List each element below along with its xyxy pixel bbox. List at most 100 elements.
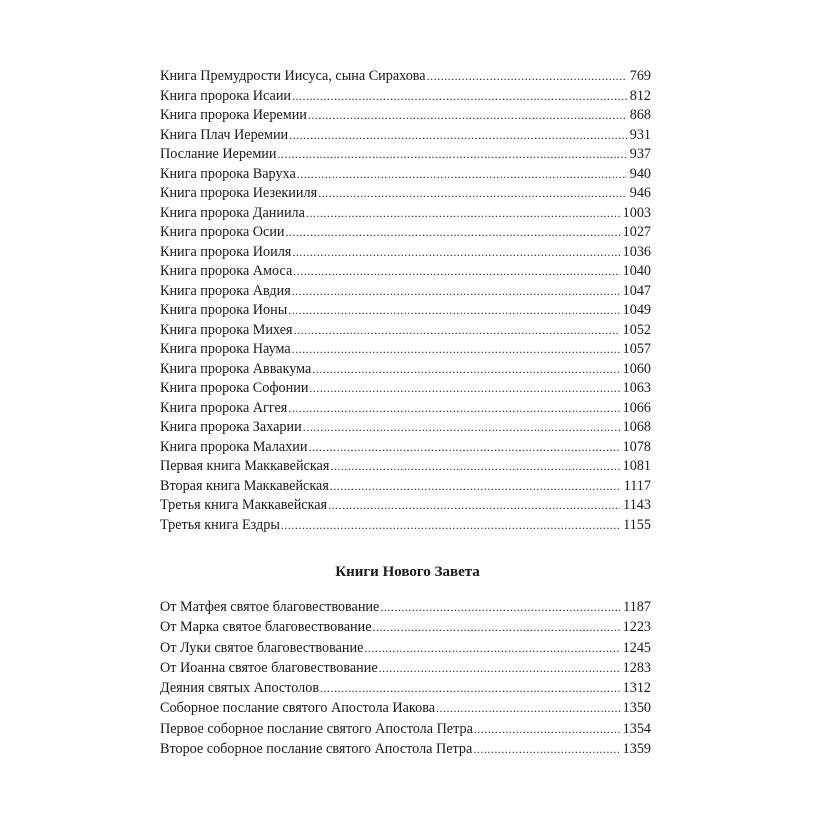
dot-leader [474, 722, 620, 737]
dot-leader [286, 225, 620, 240]
dot-leader [288, 401, 619, 416]
toc-entry: Книга пророка Исаии 812 [160, 88, 651, 108]
toc-entry-title: Книга пророка Иезекииля [160, 185, 318, 201]
toc-entry-page: 1060 [622, 360, 651, 377]
toc-entry-title: Книга Плач Иеремии [160, 126, 289, 143]
toc-entry-title: Первое соборное послание святого Апостол… [160, 720, 473, 737]
toc-entry: Второе соборное послание святого Апостол… [160, 741, 651, 761]
toc-entry: Вторая книга Маккавейская 1117 [160, 478, 651, 498]
toc-entry: Книга пророка Даниила 1003 [160, 205, 651, 225]
toc-entry: Послание Иеремии 937 [160, 146, 651, 166]
toc-entry-page: 946 [629, 185, 651, 201]
dot-leader [380, 600, 620, 615]
toc-entry: Третья книга Маккавейская 1143 [160, 497, 651, 517]
toc-entry-page: 1081 [622, 458, 651, 474]
dot-leader [309, 381, 619, 396]
toc-entry-page: 1003 [622, 204, 651, 221]
toc-entry: Книга пророка Софонии 1063 [160, 380, 651, 400]
toc-entry: Книга пророка Захарии 1068 [160, 419, 651, 439]
toc-entry-page: 937 [629, 146, 651, 162]
toc-entry: Деяния святых Апостолов 1312 [160, 680, 651, 700]
toc-entry: Книга пророка Авдия 1047 [160, 283, 651, 303]
toc-entry: Книга пророка Михея 1052 [160, 322, 651, 342]
toc-entry-title: Третья книга Ездры [160, 516, 280, 533]
toc-entry-title: Книга пророка Амоса [160, 263, 293, 279]
toc-entry-page: 1047 [622, 282, 651, 299]
toc-entry-title: Книга пророка Захарии [160, 419, 302, 435]
toc-entry-title: Книга пророка Авдия [160, 282, 291, 299]
toc-entry-title: Книга пророка Осии [160, 224, 285, 240]
toc-entry: Третья книга Ездры 1155 [160, 517, 651, 537]
dot-leader [318, 186, 627, 201]
dot-leader [328, 498, 620, 513]
dot-leader [379, 661, 620, 676]
toc-entry-page: 940 [629, 165, 651, 182]
toc-entry-page: 1117 [623, 477, 651, 494]
dot-leader [278, 147, 627, 162]
toc-entry-title: Книга пророка Исаии [160, 87, 291, 104]
toc-entry-title: Деяния святых Апостолов [160, 680, 320, 697]
toc-entry-title: Вторая книга Маккавейская [160, 477, 329, 494]
toc-entry-title: Книга пророка Аввакума [160, 360, 312, 377]
dot-leader [436, 701, 620, 716]
toc-entry-title: Книга пророка Наума [160, 341, 291, 357]
toc-entry-page: 868 [629, 107, 651, 123]
toc-entry: Книга пророка Аггея 1066 [160, 400, 651, 420]
toc-entry-page: 1036 [622, 243, 651, 260]
toc-entry-title: Первая книга Маккавейская [160, 458, 330, 474]
toc-entry-title: Книга пророка Иеремии [160, 107, 307, 123]
toc-entry-title: Соборное послание святого Апостола Иаков… [160, 700, 435, 717]
toc-entry-title: Книга пророка Софонии [160, 380, 309, 396]
toc-entry: Книга пророка Малахии 1078 [160, 439, 651, 459]
toc-entry-page: 1027 [622, 224, 651, 240]
toc-entry-page: 1068 [622, 419, 651, 435]
dot-leader [330, 479, 621, 494]
toc-entry-title: Книга пророка Ионы [160, 302, 288, 318]
toc-entry-title: Третья книга Маккавейская [160, 497, 328, 513]
dot-leader [373, 620, 620, 635]
toc-entry-page: 1040 [622, 263, 651, 279]
toc-entry-title: От Матфея святое благовествование [160, 599, 380, 615]
dot-leader [292, 89, 627, 104]
toc-entry: Книга пророка Иеремии 868 [160, 107, 651, 127]
toc-entry: Первая книга Маккавейская 1081 [160, 458, 651, 478]
toc-entry-title: Книга пророка Малахии [160, 438, 308, 455]
toc-entry-title: От Иоанна святое благовествование [160, 659, 378, 676]
toc-entry-page: 1078 [622, 438, 651, 455]
dot-leader [320, 681, 620, 696]
toc-entry: Книга пророка Иоиля 1036 [160, 244, 651, 264]
toc-entry: От Матфея святое благовествование 1187 [160, 599, 651, 619]
dot-leader [309, 440, 620, 455]
toc-entry-title: Книга пророка Иоиля [160, 243, 292, 260]
section-heading: Книги Нового Завета [335, 564, 480, 580]
toc-entry-title: Книга Премудрости Иисуса, сына Сирахова [160, 68, 426, 84]
toc-entry-title: Послание Иеремии [160, 146, 277, 162]
toc-entry: Книга Премудрости Иисуса, сына Сирахова 7… [160, 68, 651, 88]
toc-entry-title: От Луки святое благовествование [160, 639, 364, 656]
toc-entry-page: 1063 [622, 380, 651, 396]
toc-entry: Книга пророка Аввакума 1060 [160, 361, 651, 381]
toc-entry: Соборное послание святого Апостола Иаков… [160, 700, 651, 720]
toc-entry-page: 1223 [622, 619, 651, 636]
toc-entry: Книга Плач Иеремии 931 [160, 127, 651, 147]
dot-leader [288, 303, 619, 318]
dot-leader [297, 167, 627, 182]
toc-entry-page: 1049 [622, 302, 651, 318]
dot-leader [292, 342, 620, 357]
dot-leader [427, 69, 627, 84]
toc-entry-page: 1143 [623, 497, 651, 513]
dot-leader [312, 362, 619, 377]
toc-entry: Книга пророка Наума 1057 [160, 341, 651, 361]
toc-entry-page: 1350 [622, 700, 651, 717]
toc-entry: От Иоанна святое благовествование 1283 [160, 660, 651, 680]
toc-entry: От Марка святое благовествование 1223 [160, 619, 651, 639]
dot-leader [306, 206, 620, 221]
dot-leader [330, 459, 619, 474]
toc-entry-page: 1066 [622, 399, 651, 416]
toc-entry-page: 1359 [622, 741, 651, 758]
dot-leader [294, 323, 620, 338]
toc-entry-page: 1245 [622, 639, 651, 656]
toc-entry-page: 1057 [622, 341, 651, 357]
toc-entry-title: Книга пророка Аггея [160, 399, 288, 416]
toc-entry-page: 931 [629, 126, 651, 143]
